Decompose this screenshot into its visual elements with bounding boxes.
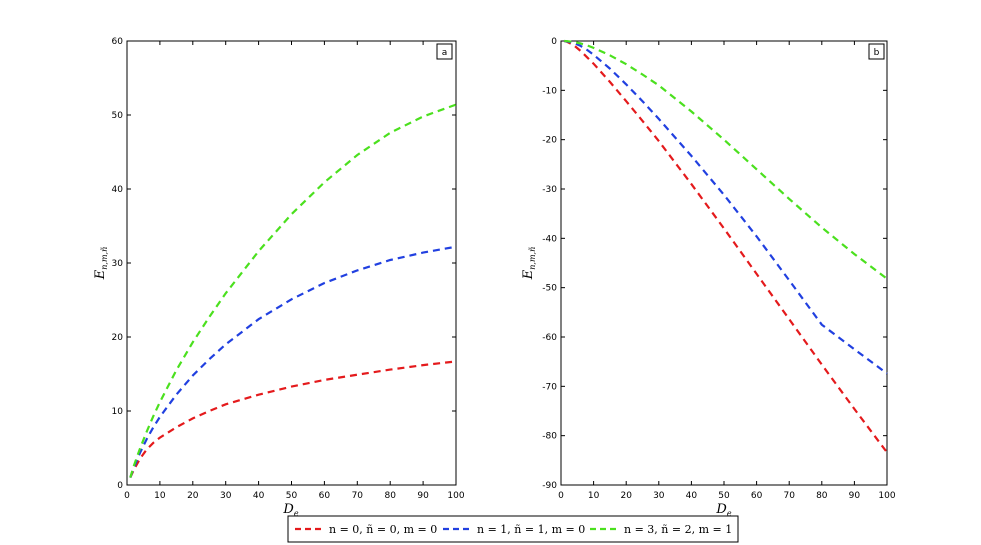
y-tick-label-b-5: -50 [542, 284, 557, 294]
y-tick-label-a-6: 60 [112, 37, 124, 47]
x-tick-label-a-1: 10 [154, 491, 166, 501]
x-tick-label-a-4: 40 [253, 491, 265, 501]
lines-a [129, 103, 457, 479]
plot-area-b [560, 40, 888, 486]
legend-label-0: n = 0, ñ = 0, m = 0 [329, 523, 437, 536]
series-line-a-0 [129, 360, 457, 479]
x-tick-label-b-1: 10 [588, 491, 600, 501]
x-tick-label-b-3: 30 [653, 491, 665, 501]
legend-label-2: n = 3, ñ = 2, m = 1 [624, 523, 732, 536]
y-tick-label-b-4: -40 [542, 234, 557, 244]
x-tick-label-a-6: 60 [319, 491, 331, 501]
x-tick-label-a-10: 100 [447, 491, 464, 501]
series-line-a-1 [129, 245, 457, 478]
panel-tag-b: b [874, 48, 880, 58]
plot-area-a [126, 40, 457, 486]
series-line-b-0 [563, 39, 888, 454]
ticks-a: 0 10 20 30 40 50 60 70 80 90 100 0 10 20 30 40 50 60 [112, 37, 465, 501]
y-tick-label-b-9: -90 [542, 481, 557, 491]
x-tick-label-a-5: 50 [286, 491, 298, 501]
x-tick-label-a-7: 70 [352, 491, 364, 501]
x-tick-label-a-2: 20 [187, 491, 199, 501]
y-tick-label-b-7: -70 [542, 382, 557, 392]
legend-item-0: n = 0, ñ = 0, m = 0 [295, 523, 437, 536]
legend-item-2: n = 3, ñ = 2, m = 1 [590, 523, 732, 536]
y-tick-label-b-0: 0 [551, 37, 557, 47]
x-tick-label-b-9: 90 [849, 491, 861, 501]
x-tick-label-a-0: 0 [124, 491, 130, 501]
series-line-b-1 [564, 39, 888, 375]
legend-box [287, 515, 739, 543]
x-tick-label-b-7: 70 [783, 491, 795, 501]
y-tick-label-a-5: 50 [112, 111, 124, 121]
y-axis-label-b: En,m,ñ [521, 247, 537, 280]
series-line-a-2 [129, 103, 457, 478]
x-tick-label-b-0: 0 [558, 491, 564, 501]
series-line-b-2 [564, 39, 888, 280]
panel-b: 0 10 20 30 40 50 60 70 80 90 100 0 -10 -20 -30 -40 -50 -6… [521, 37, 896, 518]
x-tick-label-b-10: 100 [878, 491, 895, 501]
x-tick-label-a-9: 90 [417, 491, 429, 501]
x-tick-label-b-2: 20 [620, 491, 632, 501]
legend-item-1: n = 1, ñ = 1, m = 0 [443, 523, 585, 536]
x-tick-label-b-8: 80 [816, 491, 828, 501]
x-tick-label-b-4: 40 [686, 491, 698, 501]
y-tick-label-b-2: -20 [542, 136, 557, 146]
y-tick-label-a-3: 30 [112, 259, 124, 269]
x-tick-label-a-3: 30 [220, 491, 232, 501]
y-axis-label-a: En,m,ñ [93, 247, 109, 280]
x-tick-label-b-5: 50 [718, 491, 730, 501]
y-tick-label-b-6: -60 [542, 333, 557, 343]
y-tick-label-a-1: 10 [112, 407, 124, 417]
y-tick-label-b-1: -10 [542, 86, 557, 96]
y-tick-label-b-3: -30 [542, 185, 557, 195]
legend: n = 0, ñ = 0, m = 0 n = 1, ñ = 1, m = 0 … [287, 515, 739, 543]
y-tick-label-a-0: 0 [117, 481, 123, 491]
legend-label-1: n = 1, ñ = 1, m = 0 [477, 523, 585, 536]
y-tick-label-a-2: 20 [112, 333, 124, 343]
ticks-b: 0 10 20 30 40 50 60 70 80 90 100 0 -10 -20 -30 -40 -50 -6… [542, 37, 896, 501]
x-tick-label-a-8: 80 [384, 491, 396, 501]
y-tick-label-b-8: -80 [542, 432, 557, 442]
panel-tag-a: a [442, 48, 448, 58]
panel-tag-box-a [436, 43, 453, 60]
lines-b [563, 39, 888, 454]
panel-tag-box-b [868, 43, 885, 60]
x-tick-label-b-6: 60 [751, 491, 763, 501]
y-tick-label-a-4: 40 [112, 185, 124, 195]
